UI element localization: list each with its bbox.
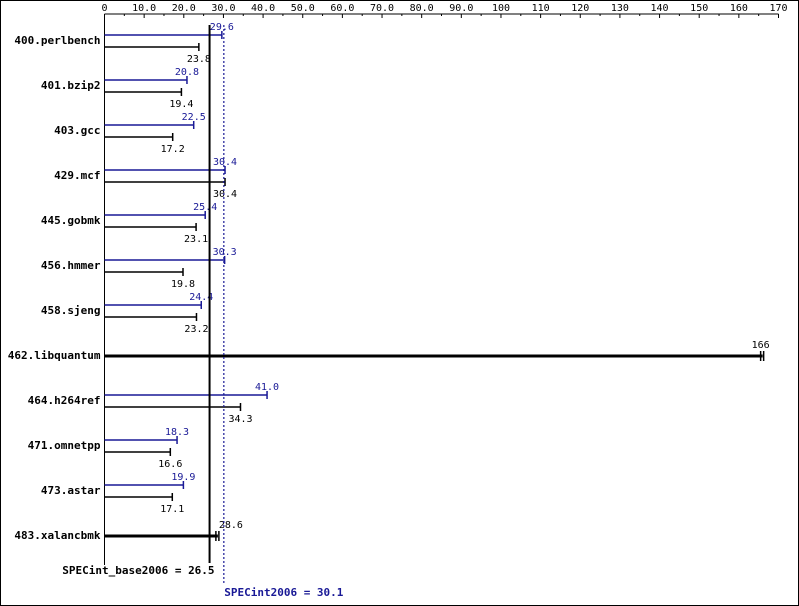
category-label: 456.hmmer	[41, 259, 101, 272]
x-tick-label: 70.0	[370, 3, 394, 14]
x-tick-label: 100	[492, 3, 510, 14]
data-label-base: 17.1	[160, 504, 184, 515]
data-label-peak: 24.4	[189, 292, 213, 303]
category-label: 473.astar	[41, 484, 101, 497]
x-tick-label: 150	[690, 3, 708, 14]
x-tick-label: 30.0	[211, 3, 235, 14]
data-label-base: 30.4	[213, 189, 237, 200]
category-label: 471.omnetpp	[28, 439, 101, 452]
x-tick-label: 170	[769, 3, 787, 14]
category-label: 483.xalancbmk	[14, 529, 100, 542]
category-label: 403.gcc	[54, 124, 100, 137]
x-tick-label: 80.0	[410, 3, 434, 14]
summary-peak-label: SPECint2006 = 30.1	[224, 586, 344, 599]
data-label-peak: 20.8	[175, 67, 199, 78]
data-label-peak: 18.3	[165, 427, 189, 438]
summary-base-label: SPECint_base2006 = 26.5	[62, 564, 214, 577]
data-label-base: 23.2	[184, 324, 208, 335]
data-label-base: 23.8	[187, 54, 211, 65]
x-tick-label: 60.0	[330, 3, 354, 14]
x-tick-label: 120	[571, 3, 589, 14]
data-label-base: 166	[752, 340, 770, 351]
x-tick-label: 40.0	[251, 3, 275, 14]
data-label-peak: 29.6	[210, 22, 234, 33]
category-label: 464.h264ref	[28, 394, 101, 407]
x-tick-label: 0	[101, 3, 107, 14]
data-label-peak: 19.9	[171, 472, 195, 483]
data-label-peak: 30.3	[213, 247, 237, 258]
data-label-base: 28.6	[219, 520, 243, 531]
x-tick-label: 160	[730, 3, 748, 14]
data-label-base: 16.6	[158, 459, 182, 470]
data-label-peak: 25.4	[193, 202, 217, 213]
category-label: 401.bzip2	[41, 79, 101, 92]
x-tick-label: 110	[532, 3, 550, 14]
category-label: 462.libquantum	[8, 349, 101, 362]
data-label-base: 19.4	[169, 99, 193, 110]
data-label-peak: 30.4	[213, 157, 237, 168]
data-label-peak: 41.0	[255, 382, 279, 393]
category-label: 429.mcf	[54, 169, 100, 182]
x-tick-label: 20.0	[172, 3, 196, 14]
x-tick-label: 130	[611, 3, 629, 14]
category-label: 400.perlbench	[14, 34, 100, 47]
data-label-base: 19.8	[171, 279, 195, 290]
x-tick-label: 50.0	[291, 3, 315, 14]
data-label-peak: 22.5	[182, 112, 206, 123]
category-label: 445.gobmk	[41, 214, 101, 227]
data-label-base: 34.3	[228, 414, 252, 425]
x-tick-label: 10.0	[132, 3, 156, 14]
data-label-base: 23.1	[184, 234, 208, 245]
category-label: 458.sjeng	[41, 304, 101, 317]
data-label-base: 17.2	[161, 144, 185, 155]
x-tick-label: 140	[651, 3, 669, 14]
x-tick-label: 90.0	[449, 3, 473, 14]
